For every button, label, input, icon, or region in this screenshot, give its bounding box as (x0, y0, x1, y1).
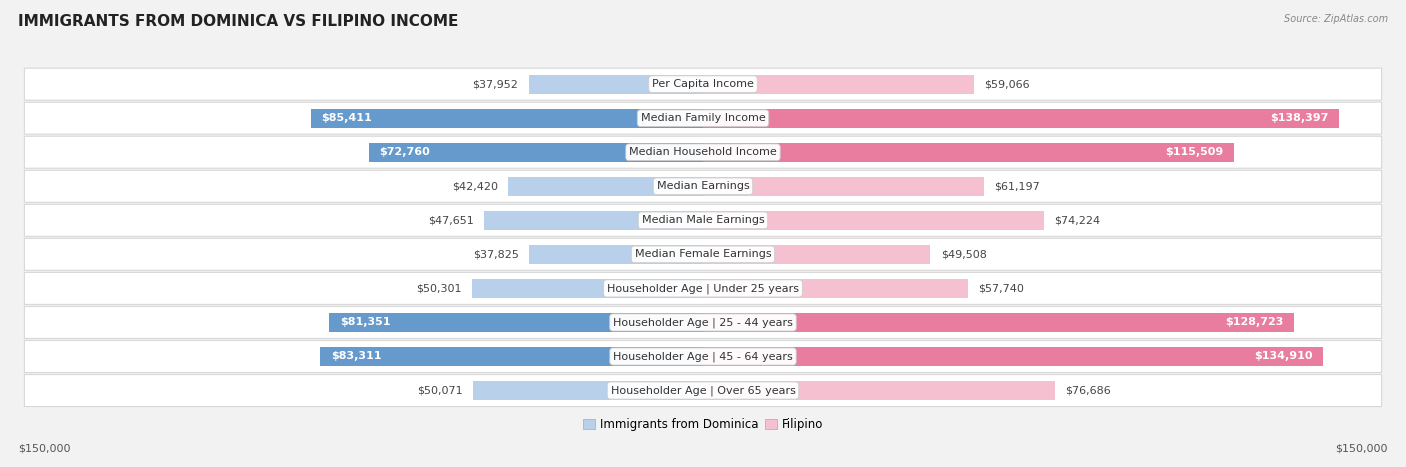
Text: Median Earnings: Median Earnings (657, 181, 749, 191)
FancyBboxPatch shape (24, 272, 1382, 304)
Text: $85,411: $85,411 (321, 113, 371, 123)
Bar (484, 211, 703, 230)
Text: Householder Age | Under 25 years: Householder Age | Under 25 years (607, 283, 799, 294)
Text: $61,197: $61,197 (994, 181, 1040, 191)
Text: Median Male Earnings: Median Male Earnings (641, 215, 765, 225)
FancyBboxPatch shape (24, 68, 1382, 100)
Bar (368, 143, 703, 162)
FancyBboxPatch shape (24, 136, 1382, 168)
FancyBboxPatch shape (24, 102, 1382, 134)
Text: $42,420: $42,420 (451, 181, 498, 191)
Bar (529, 245, 703, 264)
Bar (472, 279, 703, 298)
Text: $59,066: $59,066 (984, 79, 1031, 89)
Bar (329, 313, 703, 332)
Text: IMMIGRANTS FROM DOMINICA VS FILIPINO INCOME: IMMIGRANTS FROM DOMINICA VS FILIPINO INC… (18, 14, 458, 29)
Text: $150,000: $150,000 (1336, 443, 1388, 453)
FancyBboxPatch shape (24, 306, 1382, 339)
Text: $115,509: $115,509 (1166, 147, 1223, 157)
Bar (703, 143, 1233, 162)
Text: Householder Age | 45 - 64 years: Householder Age | 45 - 64 years (613, 351, 793, 362)
Legend: Immigrants from Dominica, Filipino: Immigrants from Dominica, Filipino (578, 414, 828, 436)
Bar (703, 381, 1056, 400)
Bar (703, 211, 1043, 230)
Text: $128,723: $128,723 (1226, 318, 1284, 327)
Text: Per Capita Income: Per Capita Income (652, 79, 754, 89)
Text: Householder Age | Over 65 years: Householder Age | Over 65 years (610, 385, 796, 396)
Text: $81,351: $81,351 (340, 318, 391, 327)
Bar (703, 279, 969, 298)
Text: Median Household Income: Median Household Income (628, 147, 778, 157)
Text: $74,224: $74,224 (1054, 215, 1101, 225)
Text: Median Female Earnings: Median Female Earnings (634, 249, 772, 259)
Bar (703, 109, 1339, 127)
Bar (703, 245, 931, 264)
Bar (703, 177, 984, 196)
Text: $76,686: $76,686 (1066, 386, 1111, 396)
Bar (703, 347, 1323, 366)
Bar (508, 177, 703, 196)
Text: Source: ZipAtlas.com: Source: ZipAtlas.com (1284, 14, 1388, 24)
Text: $138,397: $138,397 (1270, 113, 1329, 123)
Text: Householder Age | 25 - 44 years: Householder Age | 25 - 44 years (613, 317, 793, 328)
Bar (472, 381, 703, 400)
Text: $47,651: $47,651 (427, 215, 474, 225)
Bar (321, 347, 703, 366)
Text: $150,000: $150,000 (18, 443, 70, 453)
FancyBboxPatch shape (24, 375, 1382, 407)
FancyBboxPatch shape (24, 238, 1382, 270)
FancyBboxPatch shape (24, 170, 1382, 202)
Bar (703, 75, 974, 93)
Text: $72,760: $72,760 (380, 147, 430, 157)
Text: $50,071: $50,071 (418, 386, 463, 396)
FancyBboxPatch shape (24, 205, 1382, 236)
Text: $134,910: $134,910 (1254, 352, 1312, 361)
FancyBboxPatch shape (24, 340, 1382, 373)
Text: $57,740: $57,740 (979, 283, 1025, 293)
Bar (311, 109, 703, 127)
Text: Median Family Income: Median Family Income (641, 113, 765, 123)
Text: $83,311: $83,311 (330, 352, 381, 361)
Text: $49,508: $49,508 (941, 249, 987, 259)
Bar (703, 313, 1294, 332)
Text: $50,301: $50,301 (416, 283, 461, 293)
Bar (529, 75, 703, 93)
Text: $37,825: $37,825 (472, 249, 519, 259)
Text: $37,952: $37,952 (472, 79, 519, 89)
